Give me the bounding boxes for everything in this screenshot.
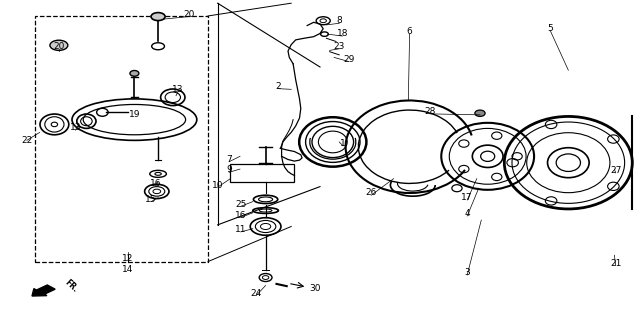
Text: 23: 23 <box>333 42 345 51</box>
Text: 18: 18 <box>337 29 348 38</box>
Text: 17: 17 <box>461 193 473 202</box>
Text: 25: 25 <box>235 200 246 209</box>
Text: 12: 12 <box>122 254 134 263</box>
Text: 4: 4 <box>465 209 470 218</box>
Text: 14: 14 <box>122 265 134 274</box>
Text: FR.: FR. <box>63 278 79 294</box>
Ellipse shape <box>151 13 165 21</box>
Text: 15: 15 <box>145 195 157 204</box>
Text: 13: 13 <box>70 123 81 132</box>
Text: 7: 7 <box>227 155 232 164</box>
Text: 8: 8 <box>337 16 342 25</box>
Text: 1: 1 <box>340 139 346 148</box>
Text: 20: 20 <box>53 42 65 51</box>
Text: 22: 22 <box>21 136 33 145</box>
Text: 26: 26 <box>365 189 377 197</box>
Text: 16: 16 <box>235 211 246 220</box>
Text: 6: 6 <box>407 27 412 36</box>
Text: 27: 27 <box>610 166 621 175</box>
Text: 21: 21 <box>610 259 621 268</box>
FancyArrow shape <box>32 285 55 296</box>
Ellipse shape <box>50 40 68 50</box>
Text: 5: 5 <box>548 24 553 33</box>
Text: 11: 11 <box>235 225 246 234</box>
Bar <box>230 164 294 182</box>
Text: 10: 10 <box>212 181 223 189</box>
Text: 28: 28 <box>424 107 436 116</box>
Text: 20: 20 <box>183 10 195 19</box>
Ellipse shape <box>130 70 139 76</box>
Ellipse shape <box>475 110 485 116</box>
Text: 19: 19 <box>129 110 140 119</box>
Text: 2: 2 <box>276 82 281 91</box>
Bar <box>35 16 208 262</box>
Text: 13: 13 <box>172 85 184 94</box>
Text: 3: 3 <box>465 268 470 277</box>
Text: 9: 9 <box>227 165 232 174</box>
Text: 24: 24 <box>250 289 262 298</box>
Text: 16: 16 <box>150 179 161 188</box>
Text: 30: 30 <box>309 284 321 293</box>
Text: 29: 29 <box>343 55 355 63</box>
